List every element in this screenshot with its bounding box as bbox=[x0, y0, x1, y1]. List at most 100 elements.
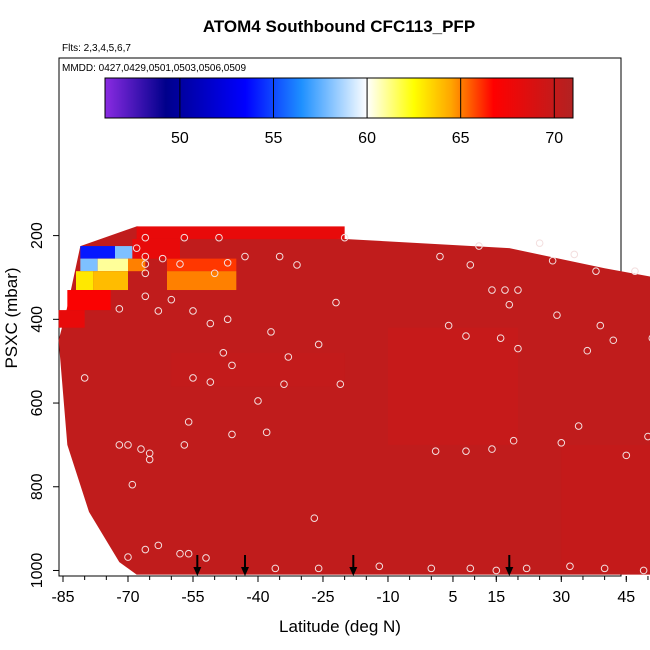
flight-arrow-head bbox=[505, 567, 514, 576]
sample-point bbox=[583, 346, 592, 355]
sample-point bbox=[509, 436, 518, 445]
sample-point bbox=[115, 305, 124, 313]
sample-point bbox=[492, 566, 501, 575]
heatmap-band bbox=[387, 327, 518, 445]
sample-point bbox=[553, 311, 561, 319]
sample-point bbox=[80, 374, 89, 382]
colorbar bbox=[104, 77, 574, 119]
sample-point bbox=[592, 267, 600, 275]
sample-point bbox=[262, 428, 271, 437]
x-tick-label: 5 bbox=[449, 589, 458, 606]
sample-point bbox=[154, 541, 163, 550]
x-tick-label: -25 bbox=[311, 589, 334, 606]
y-tick-label: 200 bbox=[29, 222, 46, 249]
chart-title: ATOM4 Southbound CFC113_PFP bbox=[203, 17, 475, 36]
sample-point bbox=[132, 244, 141, 252]
colorbar-ticks: 50 55 60 65 70 bbox=[171, 78, 563, 147]
sample-point bbox=[154, 307, 163, 315]
sample-point bbox=[124, 553, 132, 561]
sample-point bbox=[566, 562, 574, 571]
colorbar-tick-label: 65 bbox=[452, 130, 470, 147]
sample-point bbox=[570, 250, 579, 259]
sample-point bbox=[631, 267, 639, 275]
sample-point bbox=[644, 432, 650, 441]
x-tick-label: 30 bbox=[552, 589, 570, 606]
heatmap-cell bbox=[166, 258, 237, 272]
sample-point bbox=[496, 334, 505, 342]
x-tick-label: -85 bbox=[51, 589, 74, 606]
sample-point bbox=[548, 256, 557, 265]
sample-point bbox=[310, 514, 319, 522]
y-tick-label: 600 bbox=[29, 390, 46, 417]
dates-label: MMDD: 0427,0429,0501,0503,0506,0509 bbox=[62, 63, 246, 74]
sample-point bbox=[462, 447, 470, 455]
colorbar-tick-label: 60 bbox=[358, 130, 376, 147]
sample-point bbox=[158, 254, 167, 263]
heatmap-cell bbox=[80, 246, 115, 259]
sample-point bbox=[596, 321, 605, 330]
sample-point bbox=[223, 259, 232, 267]
sample-point bbox=[340, 233, 349, 242]
sample-point bbox=[219, 349, 228, 357]
flight-arrows bbox=[193, 555, 514, 576]
sample-point bbox=[180, 233, 189, 242]
sample-point bbox=[574, 422, 583, 430]
sample-point bbox=[475, 242, 483, 250]
heatmap-cell bbox=[166, 271, 237, 291]
sample-point bbox=[609, 336, 618, 345]
sample-point bbox=[115, 441, 124, 449]
sample-point bbox=[336, 380, 345, 389]
sample-point bbox=[436, 252, 444, 261]
x-tick-label: 45 bbox=[617, 589, 635, 606]
x-axis-label: Latitude (deg N) bbox=[279, 617, 401, 636]
heatmap-cell bbox=[97, 258, 128, 272]
sample-point bbox=[189, 307, 197, 315]
sample-point bbox=[522, 564, 531, 573]
sample-point bbox=[293, 261, 301, 269]
sample-point bbox=[557, 439, 566, 447]
x-tick-label: -55 bbox=[181, 589, 204, 606]
sample-point bbox=[600, 564, 609, 573]
y-tick-label: 1000 bbox=[29, 553, 46, 589]
sample-point bbox=[648, 335, 650, 342]
sample-point bbox=[488, 286, 496, 294]
sample-point bbox=[124, 441, 132, 449]
sample-point bbox=[210, 269, 219, 278]
sample-point bbox=[137, 445, 145, 453]
heatmap-anomalies bbox=[58, 226, 345, 328]
sample-point bbox=[280, 380, 288, 389]
heatmap-cell bbox=[127, 258, 146, 272]
y-axis-label: PSXC (mbar) bbox=[2, 267, 21, 368]
sample-point bbox=[501, 286, 509, 294]
sample-point bbox=[488, 445, 496, 453]
colorbar-tick-label: 70 bbox=[545, 130, 563, 147]
sample-point bbox=[128, 480, 137, 489]
y-tick-label: 400 bbox=[29, 306, 46, 333]
sample-point bbox=[215, 233, 223, 242]
sample-point bbox=[314, 340, 323, 349]
x-tick-label: -10 bbox=[376, 589, 399, 606]
sample-point bbox=[241, 252, 249, 261]
sample-point bbox=[189, 374, 197, 382]
colorbar-tick-label: 50 bbox=[171, 130, 189, 147]
sample-point bbox=[622, 451, 631, 460]
sample-point bbox=[254, 397, 262, 405]
sample-point bbox=[141, 252, 150, 261]
colorbar-tick-label: 55 bbox=[265, 130, 283, 147]
x-axis: -85-70-55-40-25-1051530456075 bbox=[51, 576, 649, 606]
heatmap-cell bbox=[114, 246, 137, 259]
sample-point bbox=[332, 298, 340, 307]
sample-point bbox=[505, 300, 514, 309]
heatmap-band bbox=[561, 444, 650, 571]
heatmap-cell bbox=[80, 258, 98, 272]
x-tick-label: -40 bbox=[246, 589, 269, 606]
y-tick-label: 800 bbox=[29, 473, 46, 500]
flight-arrow-head bbox=[240, 567, 249, 576]
sample-point bbox=[141, 233, 150, 242]
sample-point bbox=[431, 447, 440, 455]
sample-point bbox=[167, 295, 176, 304]
sample-point bbox=[184, 549, 193, 558]
sample-point bbox=[206, 378, 215, 386]
sample-point bbox=[176, 549, 184, 558]
sample-point bbox=[284, 353, 293, 361]
